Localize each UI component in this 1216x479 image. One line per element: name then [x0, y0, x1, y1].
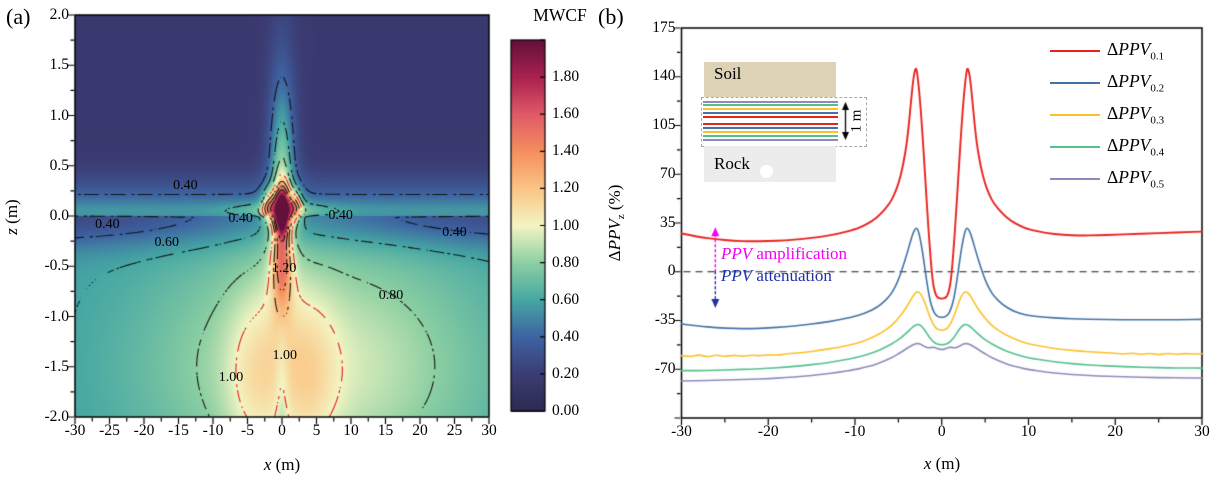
ppv-unit: (%) [604, 184, 624, 215]
legend-line-sample [1050, 114, 1100, 116]
panel-a-y-tick-label: -0.5 [44, 257, 69, 275]
contour-label: 1.20 [271, 261, 297, 277]
delta-sym: Δ [604, 250, 624, 262]
panel-a-x-tick-label: -5 [241, 422, 254, 439]
panel-a-y-tick-label: -1.5 [44, 357, 69, 375]
panel-a-tag: (a) [6, 4, 31, 29]
panel-a-x-tick-label: -30 [64, 422, 86, 439]
panel-a-y-tick-label: 1.5 [49, 56, 69, 74]
panel-b-y-tick-label: 175 [652, 18, 676, 36]
colorbar-tick-label: 0.80 [552, 253, 580, 271]
panel-a-x-tick-label: -25 [99, 422, 120, 439]
contour-label: 0.60 [154, 235, 180, 251]
legend-line-sample [1050, 146, 1100, 148]
colorbar-tick-label: 0.20 [552, 364, 580, 382]
panel-a-y-tick-label: -2.0 [44, 408, 69, 425]
legend-item-ppv04[interactable]: ΔPPV0.4 [1050, 132, 1164, 162]
legend-item-ppv05[interactable]: ΔPPV0.5 [1050, 164, 1164, 194]
panel-a-x-tick-label: 30 [481, 422, 497, 439]
contour-label: 0.40 [173, 177, 198, 193]
panel-b-y-tick-label: 140 [652, 67, 676, 85]
panel-a-x-tick-label: 0 [278, 422, 286, 439]
panel-b-y-tick-label: -70 [654, 359, 676, 377]
legend-item-ppv03[interactable]: ΔPPV0.3 [1050, 100, 1164, 130]
panel-b-x-axis-title: x (m) [924, 454, 960, 474]
colorbar-tick-label: 1.60 [552, 105, 580, 123]
panel-b-x-tick-label: -30 [671, 423, 692, 440]
panel-a-x-tick-label: 10 [343, 422, 359, 439]
x-unit: (m) [271, 455, 301, 474]
legend-label: ΔPPV0.5 [1107, 167, 1165, 191]
x-var: x [923, 454, 932, 473]
colorbar-tick-label: 1.80 [552, 68, 580, 86]
panel-a-y-tick-label: -1.0 [44, 307, 69, 325]
panel-a-y-tick-label: 1.0 [49, 106, 69, 124]
colorbar-tick-label: 0.00 [552, 402, 580, 419]
z-var: z [2, 228, 21, 235]
panel-a-x-tick-label: -20 [133, 422, 155, 439]
panel-a-x-tick-label: -10 [202, 422, 224, 439]
panel-b-x-tick-label: 20 [1107, 423, 1124, 440]
panel-b-y-tick-label: 35 [660, 213, 676, 231]
contour-label: 0.40 [442, 225, 467, 241]
legend-label: ΔPPV0.1 [1107, 39, 1165, 63]
panel-b-x-tick-label: -10 [844, 423, 866, 440]
colorbar-tick-label: 1.20 [552, 179, 580, 197]
panel-b-tag: (b) [598, 4, 624, 29]
panel-a-x-tick-label: 15 [377, 422, 394, 439]
contour-label: 0.40 [228, 211, 253, 226]
panel-a-x-tick-label: 20 [412, 422, 428, 439]
legend-label: ΔPPV0.2 [1107, 71, 1165, 95]
panel-b-x-tick-label: -20 [757, 423, 779, 440]
annotation-ppv-attenuation: PPV attenuation [721, 266, 832, 285]
contour-label: 1.00 [218, 369, 244, 385]
panel-a-y-tick-label: 0.5 [49, 156, 69, 174]
panel-a-x-axis-title: x (m) [264, 455, 300, 475]
colorbar-tick-label: 1.40 [552, 142, 580, 160]
panel-b-y-tick-label: 0 [667, 262, 676, 280]
panel-a-x-tick-label: 25 [446, 422, 463, 439]
colorbar-tick-label: 1.00 [552, 216, 580, 234]
panel-b-x-tick-label: 10 [1020, 423, 1037, 440]
inset-soil-label: Soil [714, 64, 742, 83]
contour-label: 0.40 [328, 208, 353, 223]
contour-label: 0.40 [95, 217, 120, 233]
panel-b-x-tick-label: 30 [1194, 423, 1210, 440]
panel-a-x-tick-label: 5 [312, 422, 321, 439]
annotation-ppv-amplification: PPV amplification [721, 244, 848, 263]
legend-line-sample [1050, 178, 1100, 180]
legend-line-sample [1050, 82, 1100, 84]
legend-item-ppv01[interactable]: ΔPPV0.1 [1050, 36, 1164, 66]
inset-rock-label: Rock [714, 154, 750, 173]
panel-b-y-tick-label: 105 [652, 116, 676, 133]
panel-a-y-tick-label: 2.0 [49, 6, 69, 23]
legend-item-ppv02[interactable]: ΔPPV0.2 [1050, 68, 1164, 98]
panel-a-y-tick-label: 0.0 [49, 207, 69, 224]
panel-b-y-tick-label: 70 [660, 164, 676, 182]
x-var: x [263, 455, 272, 474]
ppv-name: PPV [604, 219, 624, 251]
panel-a-x-tick-label: -15 [168, 422, 189, 439]
x-unit: (m) [931, 454, 961, 473]
legend-label: ΔPPV0.3 [1107, 103, 1165, 127]
panel-b-y-tick-label: -35 [654, 311, 676, 328]
colorbar-tick-label: 0.40 [552, 327, 580, 345]
contour-label: 0.80 [378, 288, 404, 304]
legend-line-sample [1050, 50, 1100, 52]
legend-label: ΔPPV0.4 [1107, 135, 1165, 159]
panel-b-x-tick-label: 0 [937, 423, 946, 440]
colorbar-title: MWCF [533, 5, 587, 25]
contour-label: 1.00 [272, 347, 298, 363]
colorbar-tick-label: 0.60 [552, 290, 580, 308]
